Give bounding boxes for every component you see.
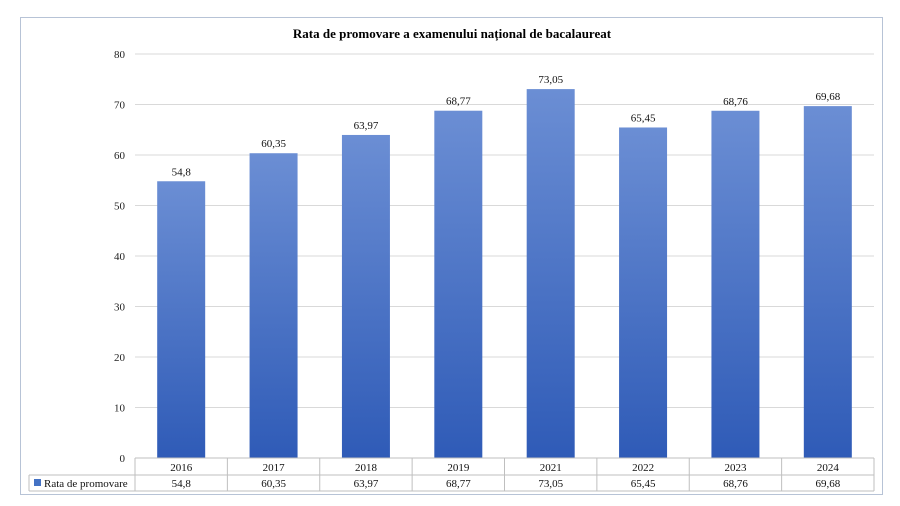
data-label-2021: 73,05: [538, 74, 563, 86]
y-tick-label: 10: [114, 403, 126, 415]
table-value-cell: 54,8: [172, 478, 192, 490]
table-value-cell: 68,77: [446, 478, 471, 490]
y-tick-label: 80: [114, 49, 126, 61]
y-tick-label: 20: [114, 352, 126, 364]
table-value-cell: 60,35: [261, 478, 286, 490]
gridlines: [135, 53, 874, 408]
x-tick-label: 2018: [355, 462, 378, 474]
legend-label: Rata de promovare: [44, 478, 128, 490]
table-value-cell: 73,05: [538, 478, 563, 490]
x-tick-label: 2017: [263, 462, 286, 474]
y-axis-tick-labels: 0 10 20 30 40 50 60 70 80: [114, 49, 126, 465]
bar-2016: [157, 181, 206, 458]
x-tick-label: 2022: [632, 462, 654, 474]
x-tick-label: 2024: [817, 462, 840, 474]
table-value-cell: 68,76: [723, 478, 748, 490]
bar-2019: [434, 110, 483, 459]
y-tick-label: 60: [114, 150, 126, 162]
x-tick-label: 2021: [540, 462, 562, 474]
y-tick-label: 40: [114, 251, 126, 263]
x-tick-label: 2019: [447, 462, 470, 474]
y-tick-label: 30: [114, 302, 126, 314]
data-label-2018: 63,97: [354, 120, 379, 132]
x-tick-label: 2016: [170, 462, 193, 474]
bar-2022: [619, 127, 668, 458]
chart-frame: Rata de promovare a examenului național …: [20, 17, 883, 495]
data-label-2024: 69,68: [815, 91, 840, 103]
bar-2023: [711, 110, 760, 459]
y-tick-label: 50: [114, 201, 126, 213]
bar-2021: [526, 89, 575, 458]
bar-2018: [341, 134, 390, 458]
data-labels: 54,8 60,35 63,97 68,77 73,05 65,45 68,76 69,68: [172, 74, 841, 178]
chart-title: Rata de promovare a examenului național …: [293, 26, 612, 42]
y-tick-label: 70: [114, 100, 126, 112]
table-value-cell: 65,45: [631, 478, 656, 490]
bar-chart: Rata de promovare a examenului național …: [28, 26, 875, 492]
data-label-2017: 60,35: [261, 138, 286, 150]
bars: [157, 89, 852, 459]
x-tick-label: 2023: [724, 462, 747, 474]
data-label-2023: 68,76: [723, 96, 748, 108]
data-label-2022: 65,45: [631, 112, 656, 124]
data-table: 2016 54,8 2017 60,35 2018 63,97 2019 68,77 2021 7…: [28, 457, 875, 492]
data-label-2019: 68,77: [446, 96, 471, 108]
bar-2017: [249, 153, 298, 459]
legend-key: [34, 479, 41, 486]
table-value-cell: 63,97: [354, 478, 379, 490]
bar-2024: [803, 106, 852, 458]
table-value-cell: 69,68: [815, 478, 840, 490]
data-label-2016: 54,8: [172, 166, 192, 178]
y-tick-label: 0: [120, 453, 126, 465]
